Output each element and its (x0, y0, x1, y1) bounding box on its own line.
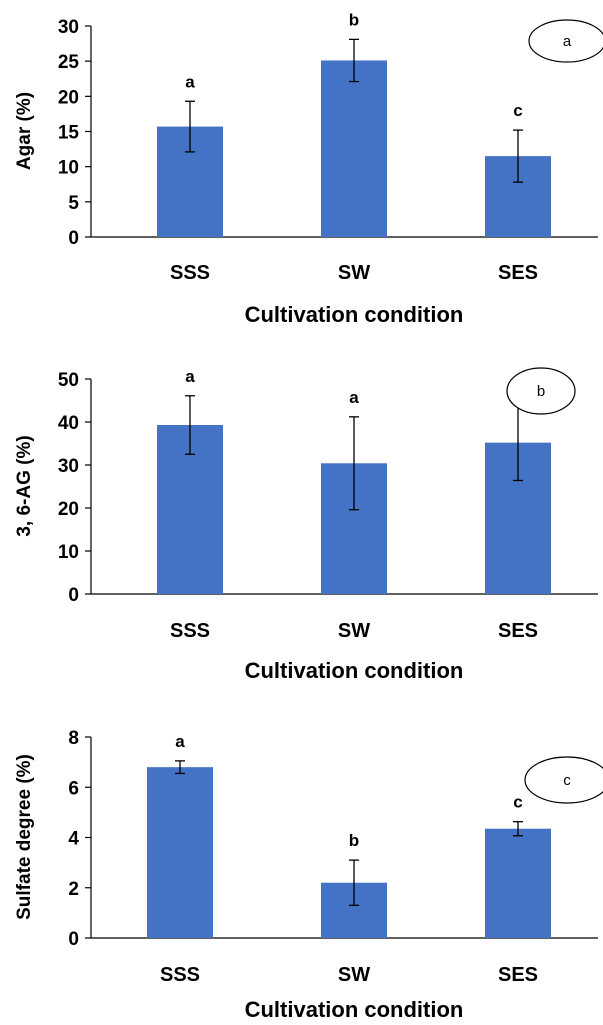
y-tick-label: 20 (58, 87, 79, 108)
category-label: SES (498, 620, 538, 642)
panel-label: c (563, 772, 571, 789)
y-tick-label: 20 (58, 499, 79, 520)
category-label: SW (338, 620, 370, 642)
x-axis-label: Cultivation condition (245, 302, 464, 327)
y-tick-label: 50 (58, 370, 79, 391)
y-tick-label: 10 (58, 542, 79, 563)
significance-letter: b (349, 831, 359, 850)
category-label: SSS (170, 262, 210, 284)
category-label: SW (338, 964, 370, 986)
category-label: SSS (170, 620, 210, 642)
y-axis-label: 3, 6-AG (%) (14, 435, 35, 536)
category-label: SW (338, 262, 370, 284)
bar (321, 60, 387, 237)
y-tick-label: 6 (68, 778, 79, 799)
significance-letter: a (185, 72, 195, 91)
y-axis-label: Agar (%) (14, 92, 35, 170)
category-label: SES (498, 262, 538, 284)
significance-letter: c (513, 101, 522, 120)
y-tick-label: 25 (58, 52, 80, 73)
y-tick-label: 15 (58, 123, 80, 144)
panel-label-ellipse (524, 756, 603, 804)
y-tick-label: 30 (58, 456, 79, 477)
chart-panel-a: 0 5 10 15 20 25 30 a SSS b SW c SES Cultivation condi… (14, 10, 603, 327)
x-axis-label: Cultivation condition (245, 658, 464, 683)
panel-label-ellipse (528, 19, 603, 63)
y-tick-label: 2 (68, 879, 79, 900)
significance-letter: b (349, 10, 359, 29)
panel-label-ellipse (506, 367, 576, 415)
significance-letter: c (513, 793, 522, 812)
y-tick-label: 40 (58, 413, 79, 434)
chart-panel-c: 0 2 4 6 8 a SSS b SW c SES Cultivation condition Sul… (14, 728, 603, 1022)
y-tick-label: 10 (58, 158, 79, 179)
category-label: SSS (160, 964, 200, 986)
y-tick-label: 8 (68, 728, 79, 749)
panel-label: b (537, 383, 545, 400)
panel-label: a (563, 33, 572, 50)
significance-letter: a (185, 367, 195, 386)
chart-panel-b: 01020304050aSSSaSWaSESCultivation condit… (14, 367, 598, 683)
y-tick-label: 0 (68, 929, 79, 950)
y-axis-label: Sulfate degree (%) (14, 754, 35, 920)
y-tick-label: 5 (68, 193, 79, 214)
bar (485, 828, 551, 938)
y-tick-label: 0 (68, 228, 79, 249)
significance-letter: a (349, 388, 359, 407)
x-axis-label: Cultivation condition (245, 997, 464, 1022)
y-tick-label: 0 (68, 585, 79, 606)
category-label: SES (498, 964, 538, 986)
y-tick-label: 4 (68, 829, 79, 850)
y-tick-label: 30 (58, 17, 79, 38)
bar (147, 767, 213, 938)
significance-letter: a (175, 732, 185, 751)
